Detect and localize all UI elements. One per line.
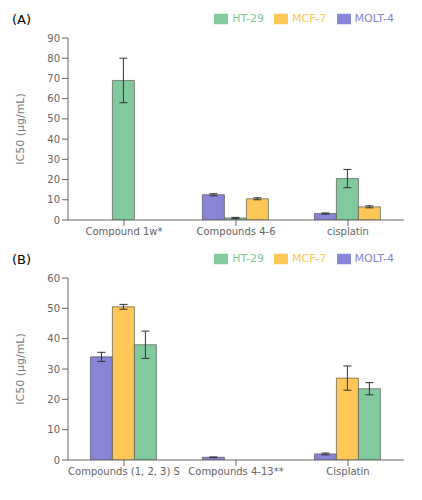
html-text:MOLT-4: MOLT-4: [354, 252, 394, 265]
html-text:HT-29: HT-29: [232, 12, 265, 25]
html-text:MOLT-4: MOLT-4: [354, 12, 394, 25]
svg-text:30: 30: [47, 154, 60, 165]
svg-text:90: 90: [47, 33, 60, 44]
svg-text:50: 50: [47, 113, 60, 124]
html-text:(B): (B): [12, 252, 32, 267]
html-text:HT-29: HT-29: [232, 252, 265, 265]
html-text:MCF-7: MCF-7: [292, 12, 327, 25]
svg-text:60: 60: [47, 273, 60, 284]
svg-text:0: 0: [54, 215, 60, 226]
svg-text:IC50 (μg/mL): IC50 (μg/mL): [14, 333, 27, 405]
svg-text:50: 50: [47, 303, 60, 314]
svg-text:Compounds 4-13**: Compounds 4-13**: [188, 466, 283, 477]
svg-text:40: 40: [47, 333, 60, 344]
svg-text:Cisplatin: Cisplatin: [326, 466, 369, 477]
svg-text:60: 60: [47, 93, 60, 104]
svg-text:70: 70: [47, 73, 60, 84]
svg-text:30: 30: [47, 364, 60, 375]
svg-text:0: 0: [54, 455, 60, 466]
svg-text:IC50 (μg/mL): IC50 (μg/mL): [14, 93, 27, 165]
svg-text:Compounds 4-6: Compounds 4-6: [196, 226, 275, 237]
svg-text:Compound 1w*: Compound 1w*: [85, 226, 162, 237]
svg-text:20: 20: [47, 174, 60, 185]
svg-text:10: 10: [47, 194, 60, 205]
svg-text:Compounds (1, 2, 3) S: Compounds (1, 2, 3) S: [68, 466, 180, 477]
svg-text:20: 20: [47, 394, 60, 405]
svg-text:10: 10: [47, 424, 60, 435]
svg-text:cisplatin: cisplatin: [327, 226, 369, 237]
html-text:MCF-7: MCF-7: [292, 252, 327, 265]
html-text:(A): (A): [12, 12, 31, 27]
svg-text:80: 80: [47, 53, 60, 64]
svg-text:40: 40: [47, 134, 60, 145]
